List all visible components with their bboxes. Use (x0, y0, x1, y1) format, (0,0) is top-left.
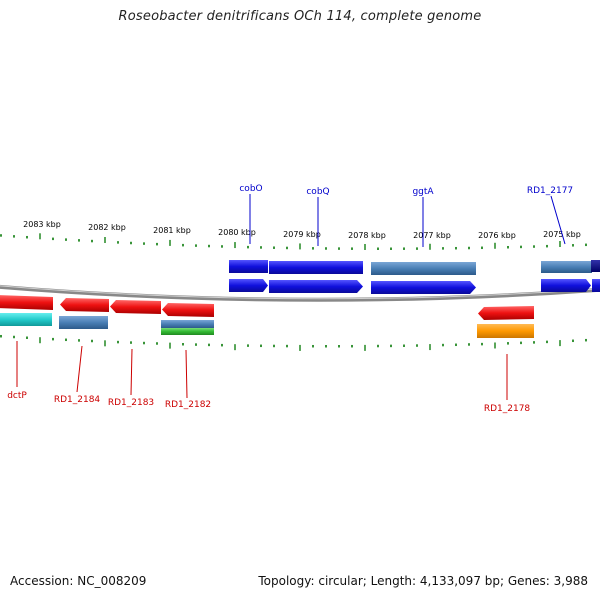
gene-block-ggtA[interactable] (371, 262, 476, 275)
gene-label-rd1-2184[interactable]: RD1_2184 (54, 395, 101, 405)
ruler-label-2080: 2080 kbp (218, 228, 256, 237)
accession-text: Accession: NC_008209 (10, 574, 147, 588)
leader-line-rd1-2183 (130, 348, 133, 396)
genome-backbone (0, 284, 600, 302)
cds-arrow-cobO[interactable] (229, 279, 268, 292)
gene-label-cobO[interactable]: cobO (239, 184, 262, 194)
ruler-label-2081: 2081 kbp (153, 226, 191, 235)
ruler-label-2082: 2082 kbp (88, 223, 126, 232)
cds-arrow-dctP[interactable] (0, 295, 53, 310)
leader-line-rd1-2184 (76, 345, 83, 393)
gene-label-rd1-2177[interactable]: RD1_2177 (527, 186, 573, 196)
gene-label-cobQ[interactable]: cobQ (306, 187, 329, 197)
gene-block-offscreen[interactable] (591, 260, 600, 272)
gene-block-rd1-2184[interactable] (59, 316, 108, 329)
gene-label-rd1-2178[interactable]: RD1_2178 (484, 404, 531, 414)
lower-tick-row (0, 334, 587, 351)
cds-arrow-rd1-2184[interactable] (60, 298, 109, 312)
gene-label-rd1-2183[interactable]: RD1_2183 (108, 398, 154, 408)
cds-arrow-rd1-2178[interactable] (478, 306, 534, 320)
leader-line-rd1-2182 (185, 349, 188, 399)
gene-label-ggtA[interactable]: ggtA (412, 187, 434, 197)
ruler-label-2076: 2076 kbp (478, 231, 516, 240)
ruler-label-2079: 2079 kbp (283, 230, 321, 239)
upper-tick-row (0, 233, 587, 250)
cds-arrow-rd1-2183[interactable] (110, 300, 161, 314)
feature-block-rd1-2182[interactable] (161, 328, 214, 335)
gene-block-rd1-2182[interactable] (161, 320, 214, 328)
genome-backbone-highlight (0, 285, 600, 300)
ruler-label-2078: 2078 kbp (348, 231, 386, 240)
feature-block-rd1-2178[interactable] (477, 324, 534, 338)
cds-arrow-rd1-2182[interactable] (162, 303, 214, 317)
cds-arrow-rd1-2177[interactable] (541, 279, 591, 292)
gene-block-cobQ[interactable] (269, 261, 363, 274)
ruler-label-2077: 2077 kbp (413, 231, 451, 240)
gene-label-rd1-2182[interactable]: RD1_2182 (165, 400, 211, 410)
cds-arrow-cobQ[interactable] (269, 280, 363, 293)
gene-block-rd1-2177[interactable] (541, 261, 592, 273)
cds-arrow-ggtA[interactable] (371, 281, 476, 294)
ruler-label-2083: 2083 kbp (23, 220, 61, 229)
feature-block-dctP[interactable] (0, 313, 52, 326)
gene-label-dctP[interactable]: dctP (7, 391, 27, 401)
genome-title: Roseobacter denitrificans OCh 114, compl… (118, 9, 482, 24)
gene-block-cobO[interactable] (229, 260, 268, 273)
leader-line-rd1-2177 (550, 195, 566, 245)
genome-summary-text: Topology: circular; Length: 4,133,097 bp… (258, 574, 588, 588)
cds-arrow-offscreen[interactable] (592, 279, 600, 292)
